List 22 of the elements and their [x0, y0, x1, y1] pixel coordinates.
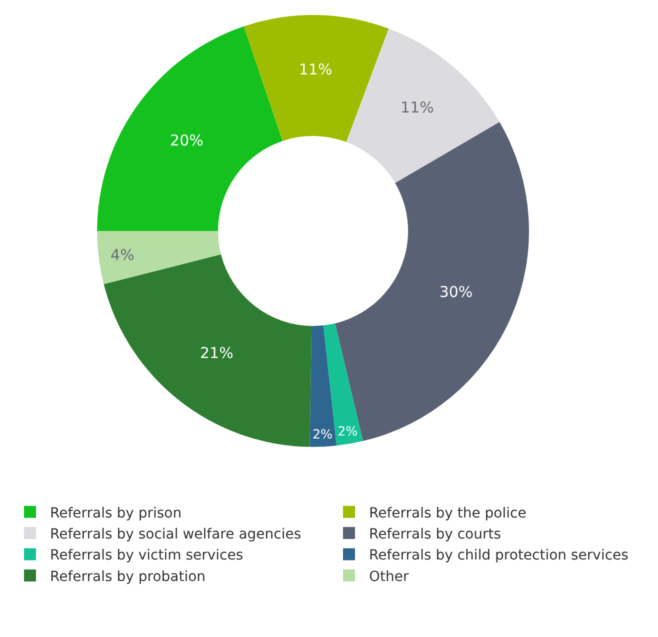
legend-label: Referrals by prison — [50, 505, 182, 522]
legend-label: Referrals by probation — [50, 568, 206, 585]
data-label: 2% — [312, 426, 333, 442]
donut-slice — [97, 230, 221, 284]
data-label: 21% — [200, 344, 234, 362]
legend-label: Other — [369, 568, 409, 585]
data-label: 30% — [439, 283, 473, 302]
donut-slice — [97, 26, 283, 231]
data-label: 20% — [170, 131, 204, 150]
legend-label: Referrals by victim services — [50, 548, 244, 564]
data-label: 4% — [110, 246, 134, 264]
data-label: 11% — [400, 98, 434, 116]
data-label: 2% — [338, 424, 358, 439]
donut-slice — [244, 15, 389, 142]
legend-label: Referrals by courts — [369, 526, 502, 543]
donut-slice — [310, 325, 337, 447]
legend-label: Referrals by child protection services — [369, 548, 628, 564]
legend-label: Referrals by social welfare agencies — [50, 526, 302, 543]
data-label: 11% — [298, 60, 332, 78]
donut-slice — [346, 28, 500, 184]
donut-slice — [335, 122, 529, 442]
legend-label: Referrals by the police — [369, 505, 526, 522]
